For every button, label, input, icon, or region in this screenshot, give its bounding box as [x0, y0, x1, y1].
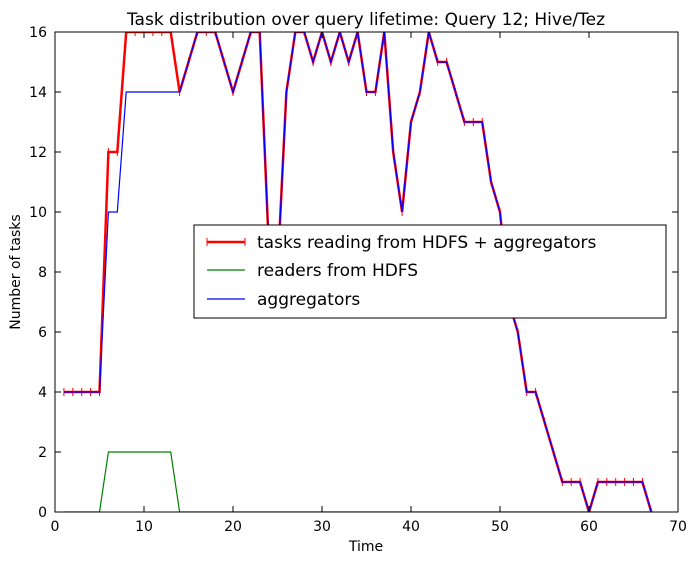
- y-tick-label: 2: [38, 445, 47, 461]
- x-tick-label: 50: [491, 519, 509, 535]
- y-tick-label: 14: [29, 85, 47, 101]
- x-tick-label: 10: [135, 519, 153, 535]
- x-axis-label: Time: [348, 539, 383, 555]
- x-tick-label: 30: [313, 519, 331, 535]
- y-tick-label: 10: [29, 205, 47, 221]
- series-line-aggregators: [63, 32, 652, 512]
- x-tick-label: 40: [402, 519, 420, 535]
- y-tick-label: 0: [38, 505, 47, 521]
- x-tick-label: 60: [580, 519, 598, 535]
- legend-label-readers: readers from HDFS: [257, 261, 418, 281]
- x-tick-label: 70: [669, 519, 687, 535]
- tick-layer: 0 10 20 30 40 50 60 70 0 2 4 6 8 10 12 14 16: [29, 25, 687, 535]
- y-tick-label: 6: [38, 325, 47, 341]
- y-tick-label: 4: [38, 385, 47, 401]
- legend-label-aggregators: aggregators: [257, 290, 360, 310]
- legend: tasks reading from HDFS + aggregators re…: [193, 224, 667, 319]
- y-tick-label: 8: [38, 265, 47, 281]
- y-tick-label: 12: [29, 145, 47, 161]
- y-tick-label: 16: [29, 25, 47, 41]
- legend-box: [193, 224, 667, 319]
- series-line-readers: [63, 451, 652, 512]
- x-tick-label: 20: [224, 519, 242, 535]
- legend-label-total: tasks reading from HDFS + aggregators: [257, 233, 597, 253]
- chart-title: Task distribution over query lifetime: Q…: [126, 10, 605, 30]
- y-axis-label: Number of tasks: [8, 214, 24, 329]
- x-tick-label: 0: [51, 519, 60, 535]
